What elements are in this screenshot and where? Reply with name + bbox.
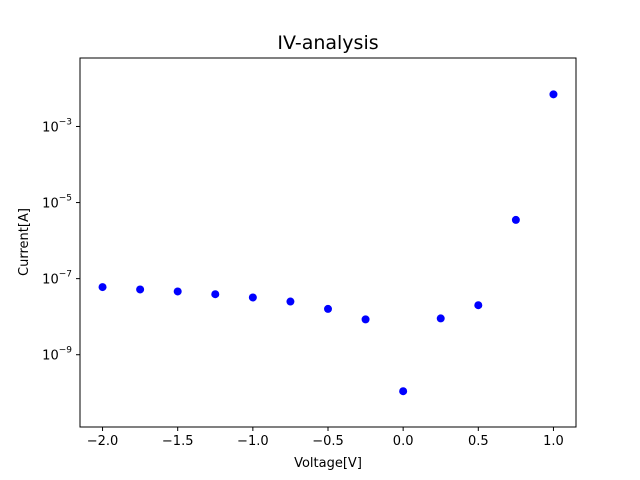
data-point	[549, 90, 558, 99]
data-point	[361, 315, 370, 324]
data-point	[436, 314, 445, 323]
y-axis: 10−9 10−7 10−5 10−3	[42, 117, 80, 364]
data-point	[173, 287, 182, 296]
data-point	[136, 285, 145, 294]
data-point	[474, 301, 483, 310]
data-point	[511, 215, 520, 224]
data-point	[286, 297, 295, 306]
y-tick-label: 10−5	[42, 194, 72, 212]
x-tick-label: −0.5	[312, 434, 344, 449]
data-point	[98, 283, 107, 292]
x-axis-label: Voltage[V]	[294, 456, 362, 471]
chart-title: IV-analysis	[277, 32, 378, 54]
data-point	[399, 387, 408, 396]
x-tick-label: −2.0	[87, 434, 119, 449]
x-tick-label: −1.5	[162, 434, 194, 449]
y-tick-label: 10−7	[42, 270, 72, 288]
plot-area-frame	[79, 57, 577, 428]
x-tick-label: −1.0	[237, 434, 269, 449]
x-axis: −2.0 −1.5 −1.0 −0.5 0.0 0.5 1.0	[87, 427, 564, 449]
x-tick-label: 0.5	[468, 434, 489, 449]
y-tick-label: 10−9	[42, 346, 72, 364]
data-point	[324, 304, 332, 313]
data-point	[211, 290, 220, 299]
y-axis-label: Current[A]	[17, 208, 32, 276]
data-point	[248, 293, 257, 302]
data-points	[98, 90, 558, 396]
x-tick-label: 0.0	[393, 434, 414, 449]
y-tick-label: 10−3	[42, 117, 72, 135]
x-tick-label: 1.0	[543, 434, 564, 449]
